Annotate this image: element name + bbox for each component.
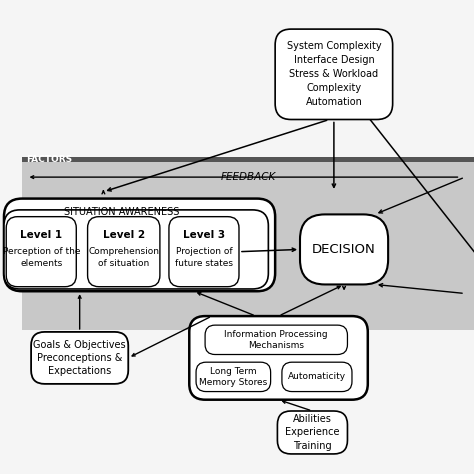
- Text: Automaticity: Automaticity: [288, 373, 346, 382]
- Text: Level 3: Level 3: [183, 230, 225, 240]
- FancyBboxPatch shape: [4, 210, 268, 289]
- Text: System Complexity
Interface Design
Stress & Workload
Complexity
Automation: System Complexity Interface Design Stres…: [287, 41, 381, 107]
- Text: Long Term
Memory Stores: Long Term Memory Stores: [199, 367, 267, 387]
- FancyBboxPatch shape: [4, 199, 275, 291]
- FancyBboxPatch shape: [275, 29, 392, 119]
- FancyBboxPatch shape: [189, 316, 368, 400]
- Text: Projection of
future states: Projection of future states: [175, 247, 233, 267]
- FancyBboxPatch shape: [31, 332, 128, 384]
- Text: Perception of the
elements: Perception of the elements: [2, 247, 80, 267]
- Bar: [22, 192, 474, 293]
- Text: Level 1: Level 1: [20, 230, 62, 240]
- Text: Information Processing
Mechanisms: Information Processing Mechanisms: [225, 330, 328, 350]
- Text: FACTORS: FACTORS: [27, 155, 73, 164]
- FancyBboxPatch shape: [169, 217, 239, 287]
- FancyBboxPatch shape: [282, 362, 352, 392]
- FancyBboxPatch shape: [6, 217, 76, 287]
- FancyBboxPatch shape: [277, 411, 347, 454]
- Text: SITUATION AWARENESS: SITUATION AWARENESS: [64, 207, 179, 217]
- Text: Level 2: Level 2: [103, 230, 145, 240]
- FancyBboxPatch shape: [300, 214, 388, 284]
- FancyBboxPatch shape: [88, 217, 160, 287]
- Text: Goals & Objectives
Preconceptions &
Expectations: Goals & Objectives Preconceptions & Expe…: [33, 340, 126, 376]
- Bar: [22, 293, 474, 329]
- Bar: [22, 157, 474, 163]
- Text: DECISION: DECISION: [312, 243, 376, 256]
- Text: Comprehension
of situation: Comprehension of situation: [88, 247, 159, 267]
- Bar: [22, 163, 474, 192]
- Text: Abilities
Experience
Training: Abilities Experience Training: [285, 414, 340, 451]
- FancyBboxPatch shape: [196, 362, 271, 392]
- Text: FEEDBACK: FEEDBACK: [220, 172, 276, 182]
- FancyBboxPatch shape: [205, 325, 347, 355]
